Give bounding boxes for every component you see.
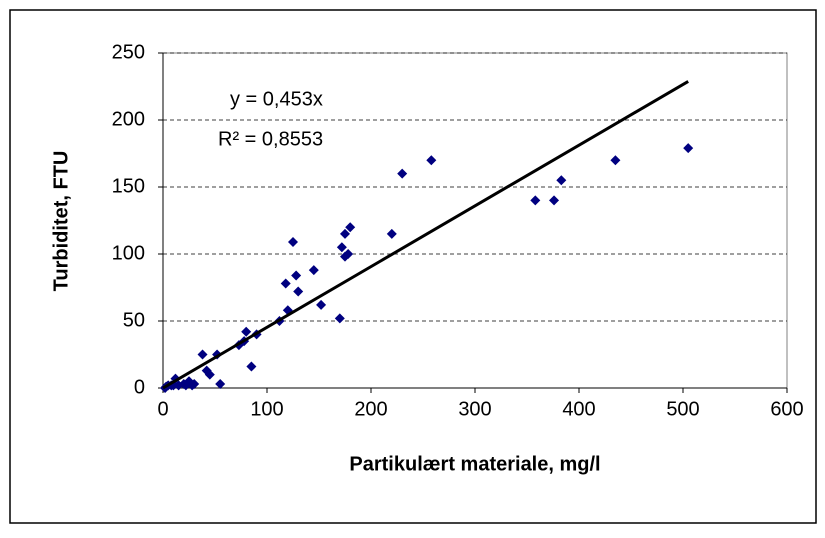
trendline (162, 80, 689, 390)
point (397, 168, 408, 179)
point (288, 236, 298, 247)
y-tick-label: 250 (112, 41, 145, 63)
point (291, 270, 302, 281)
x-tick-label: 200 (354, 398, 387, 420)
point (308, 265, 319, 276)
y-tick-label: 0 (134, 376, 145, 398)
point (316, 299, 327, 310)
point (201, 365, 212, 376)
point (334, 313, 345, 324)
x-axis-title: Partikulært materiale, mg/l (349, 453, 600, 475)
point (683, 143, 694, 154)
plot-area (162, 52, 788, 389)
point (610, 155, 621, 166)
point (215, 378, 226, 389)
y-tick-label: 100 (112, 242, 145, 264)
trendline-r2: R² = 0,8553 (218, 128, 323, 150)
y-tick-label: 50 (123, 309, 145, 331)
y-tick-label: 150 (112, 175, 145, 197)
trendline-equation: y = 0,453x (230, 88, 323, 110)
point (549, 195, 560, 206)
point (197, 349, 208, 360)
x-tick-label: 0 (157, 398, 168, 420)
point (530, 195, 541, 206)
y-axis-title: Turbiditet, FTU (50, 151, 72, 292)
x-tick-label: 500 (666, 398, 699, 420)
point (340, 228, 350, 239)
point (246, 361, 257, 372)
x-tick-label: 400 (562, 398, 595, 420)
point (426, 155, 437, 166)
y-tick-label: 200 (112, 108, 145, 130)
point (556, 175, 567, 186)
point (386, 228, 397, 239)
point (340, 251, 350, 262)
point (241, 326, 252, 337)
point (280, 278, 291, 289)
point (336, 242, 347, 253)
point (293, 286, 304, 297)
x-tick-label: 300 (458, 398, 491, 420)
x-tick-label: 600 (770, 398, 803, 420)
x-tick-label: 100 (250, 398, 283, 420)
point (345, 222, 356, 233)
